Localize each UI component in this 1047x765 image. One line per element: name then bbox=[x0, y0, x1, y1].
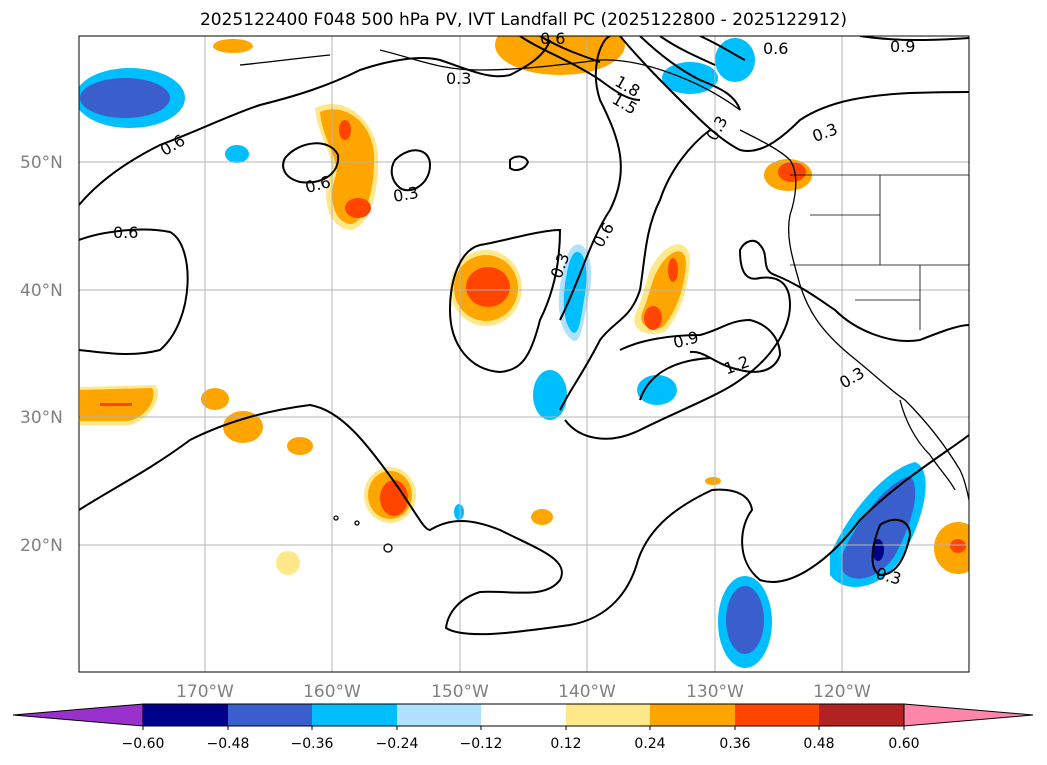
lon-label: 160°W bbox=[303, 682, 361, 702]
colorbar-tick: 0.36 bbox=[719, 736, 750, 752]
contour-label: 0.6 bbox=[540, 29, 565, 48]
lat-label: 20°N bbox=[20, 536, 63, 556]
colorbar-segment bbox=[143, 704, 228, 726]
shade-blob bbox=[454, 504, 464, 520]
shade-blob bbox=[225, 145, 249, 163]
map-title: 2025122400 F048 500 hPa PV, IVT Landfall… bbox=[199, 10, 847, 30]
colorbar-segment bbox=[312, 704, 397, 726]
shade-blob bbox=[223, 411, 263, 443]
shade-blob bbox=[213, 39, 253, 53]
lon-label: 170°W bbox=[176, 682, 234, 702]
contour-label: 0.6 bbox=[589, 219, 618, 251]
shade-blob bbox=[287, 437, 313, 455]
shade-blob bbox=[533, 370, 567, 420]
colorbar-tick: 0.48 bbox=[803, 736, 834, 752]
shade-blob bbox=[531, 509, 553, 525]
shade-blob bbox=[644, 306, 662, 330]
shade-blob bbox=[100, 403, 132, 406]
colorbar-tick: −0.12 bbox=[460, 736, 503, 752]
shade-blob bbox=[668, 258, 678, 282]
contour-lines bbox=[79, 36, 969, 636]
colorbar-tick: −0.36 bbox=[291, 736, 334, 752]
shade-blob bbox=[80, 78, 170, 118]
lon-label: 120°W bbox=[813, 682, 871, 702]
shade-blob bbox=[662, 62, 718, 94]
contour-label: 0.3 bbox=[446, 69, 471, 88]
colorbar-segment bbox=[650, 704, 735, 726]
coastlines bbox=[239, 49, 969, 553]
colorbar-tick: −0.48 bbox=[207, 736, 250, 752]
lon-label: 130°W bbox=[686, 682, 744, 702]
lat-label: 30°N bbox=[20, 408, 63, 428]
gridlines bbox=[79, 36, 969, 672]
shade-blob bbox=[345, 198, 371, 218]
colorbar-tick: −0.60 bbox=[122, 736, 165, 752]
colorbar-segment bbox=[566, 704, 650, 726]
colorbar-tick: 0.60 bbox=[888, 736, 919, 752]
shade-blob bbox=[339, 120, 351, 140]
shade-blob bbox=[380, 480, 408, 516]
colorbar-frame bbox=[142, 703, 905, 727]
shade-blob bbox=[466, 267, 510, 307]
borders bbox=[790, 174, 969, 330]
contour-label: 0.9 bbox=[890, 37, 915, 56]
shade-blob bbox=[201, 388, 229, 410]
contour-label: 0.3 bbox=[392, 183, 420, 206]
lon-label: 150°W bbox=[431, 682, 489, 702]
shade-blob bbox=[320, 109, 375, 224]
colorbar-tick: 0.12 bbox=[550, 736, 581, 752]
colorbar: −0.60 −0.48 −0.36 −0.24 −0.12 0.12 0.24 … bbox=[12, 703, 1034, 752]
contour-label: 0.3 bbox=[702, 113, 731, 145]
shade-blob bbox=[715, 38, 755, 82]
shade-blob bbox=[637, 375, 677, 405]
colorbar-extend-right bbox=[903, 703, 1034, 727]
lat-label: 50°N bbox=[20, 153, 63, 173]
lat-label: 40°N bbox=[20, 281, 63, 301]
shade-blob bbox=[778, 162, 806, 182]
colorbar-segment bbox=[819, 704, 904, 726]
shade-blob bbox=[950, 539, 966, 553]
contour-label: 0.6 bbox=[763, 39, 788, 58]
contour-label: 0.3 bbox=[810, 119, 840, 146]
contour-label: 0.3 bbox=[836, 363, 868, 392]
shade-blob bbox=[276, 551, 300, 575]
contour-label: 0.3 bbox=[874, 564, 904, 589]
colorbar-tick: −0.24 bbox=[376, 736, 419, 752]
shade-blob bbox=[726, 586, 764, 654]
contour-label: 0.9 bbox=[671, 327, 701, 352]
shade-blob bbox=[705, 477, 721, 485]
colorbar-segment bbox=[228, 704, 312, 726]
colorbar-segment bbox=[735, 704, 819, 726]
colorbar-tick: 0.24 bbox=[634, 736, 665, 752]
shaded-regions bbox=[79, 36, 969, 668]
colorbar-segment bbox=[397, 704, 481, 726]
map-frame bbox=[78, 35, 970, 673]
lon-label: 140°W bbox=[558, 682, 616, 702]
colorbar-segment bbox=[481, 704, 566, 726]
colorbar-extend-left bbox=[12, 703, 144, 727]
contour-label: 0.6 bbox=[113, 223, 138, 242]
